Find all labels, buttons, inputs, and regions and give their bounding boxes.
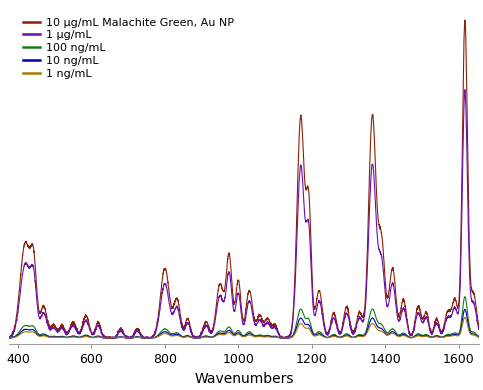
X-axis label: Wavenumbers: Wavenumbers [194,372,294,386]
Legend: 10 μg/mL Malachite Green, Au NP, 1 μg/mL, 100 ng/mL, 10 ng/mL, 1 ng/mL: 10 μg/mL Malachite Green, Au NP, 1 μg/mL… [19,13,238,83]
